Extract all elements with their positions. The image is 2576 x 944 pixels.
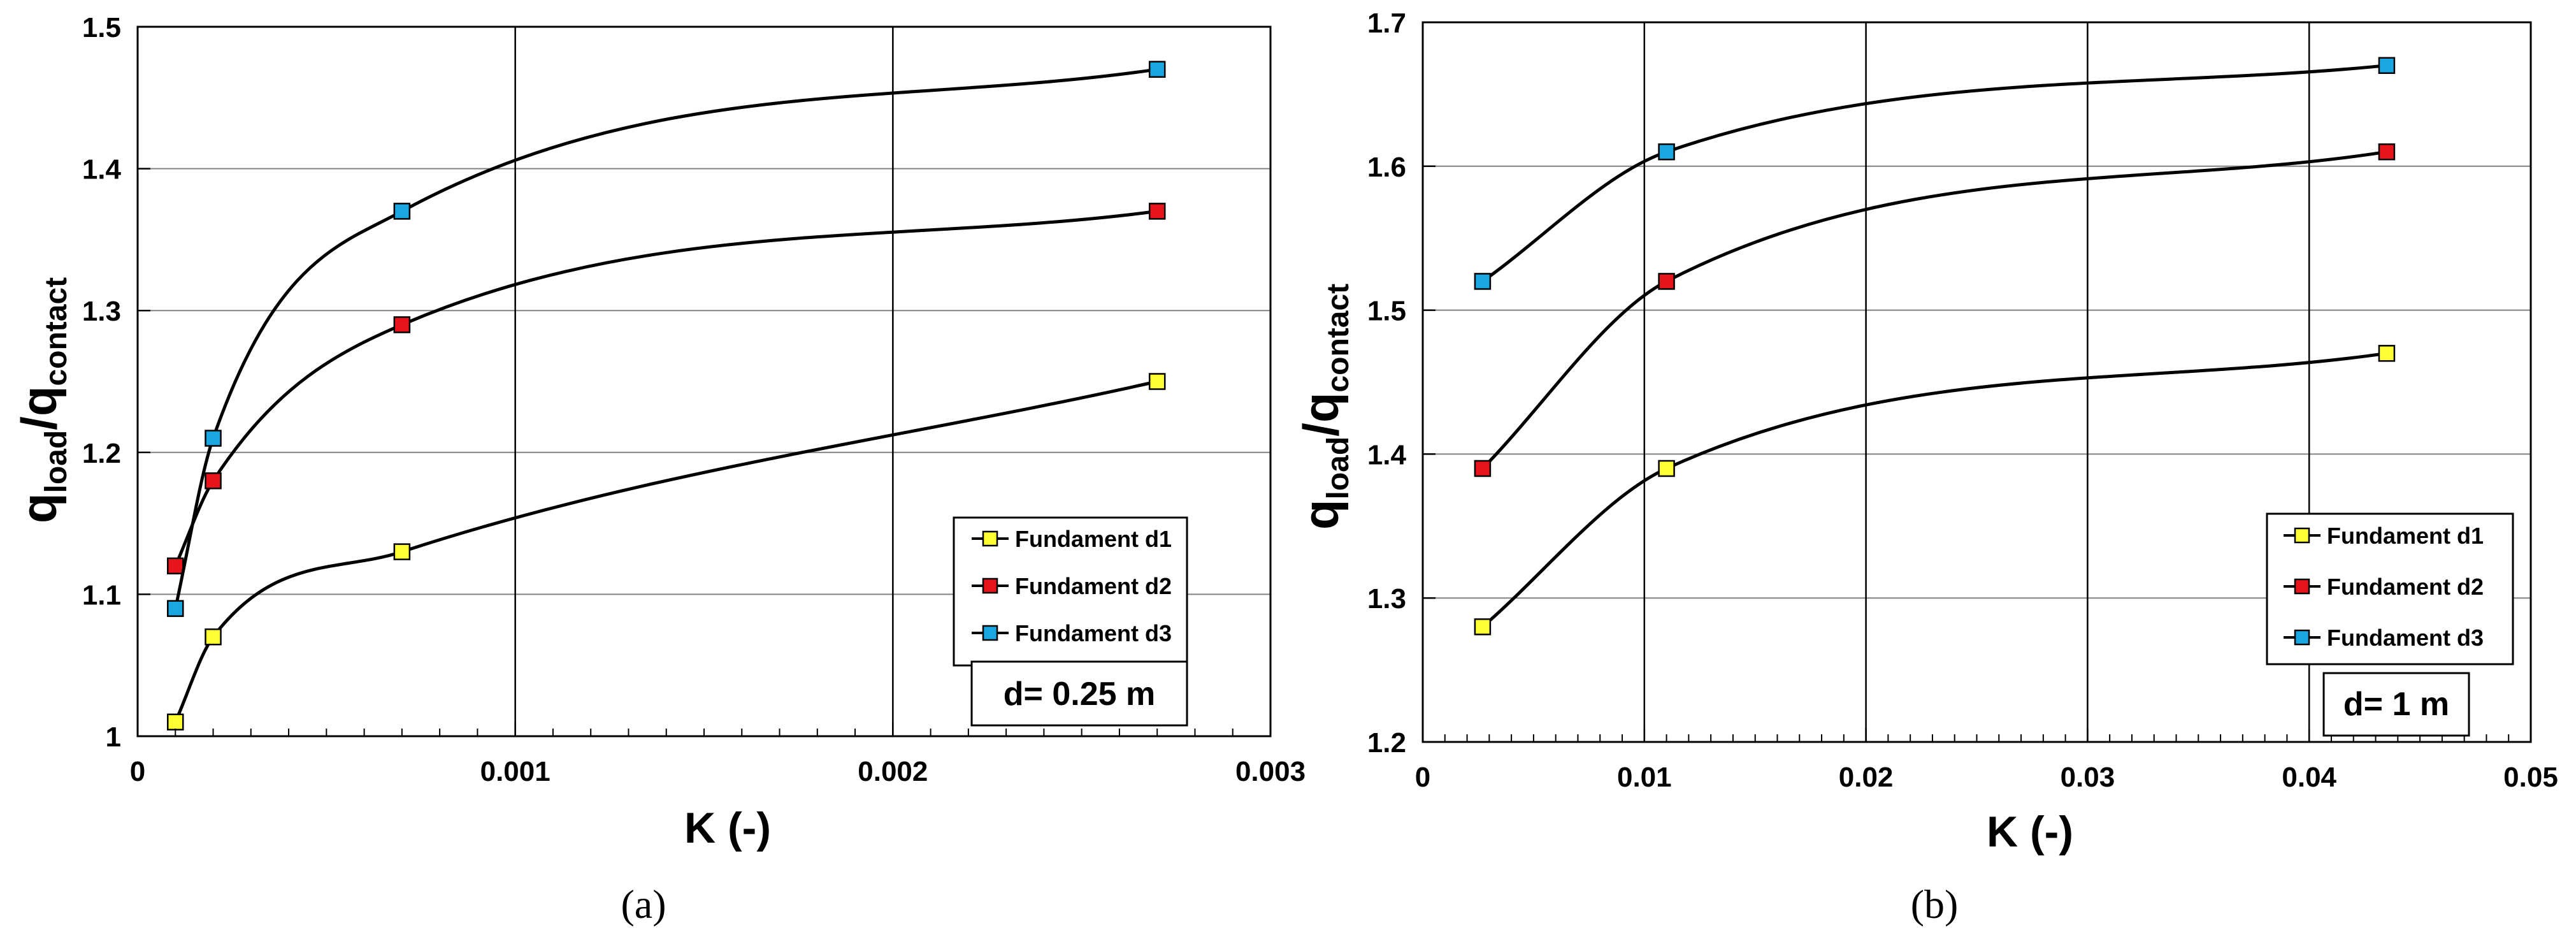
- x-tick-label: 0.001: [480, 756, 550, 787]
- data-point: [1474, 618, 1492, 635]
- x-tick-label: 0.01: [1617, 762, 1672, 793]
- y-tick-label: 1.1: [82, 579, 121, 611]
- x-axis-label-a: K (-): [684, 804, 771, 852]
- data-point: [205, 628, 222, 646]
- axes-b: 0 0.01 0.02 0.03 0.04 0.05 1.2 1.3 1.4 1.5 1.6 1.7: [1367, 8, 2558, 793]
- data-point: [205, 472, 222, 490]
- x-tick-label: 0.05: [2503, 762, 2558, 793]
- legend-label: Fundament d2: [1015, 573, 1172, 599]
- data-point: [1148, 203, 1166, 220]
- data-point: [167, 713, 184, 730]
- data-point: [1474, 460, 1492, 477]
- series-group-b: [1474, 57, 2396, 635]
- legend-marker: [982, 625, 998, 641]
- legend-marker: [2294, 629, 2310, 646]
- caption-b: (b): [1911, 882, 1959, 927]
- data-point: [1658, 143, 1675, 161]
- chart-panel-b: 0 0.01 0.02 0.03 0.04 0.051.21.31.41.51.61.7 …: [1293, 8, 2558, 927]
- annotation-text-b: d= 1 m: [2343, 686, 2449, 723]
- legend-label: Fundament d3: [1015, 620, 1172, 646]
- legend-label: Fundament d3: [2327, 625, 2484, 651]
- y-tick-label: 1: [106, 722, 121, 753]
- x-tick-label: 0.003: [1235, 756, 1306, 787]
- legend-b: Fundament d1 Fundament d2 Fundament d3: [2266, 512, 2514, 665]
- axes-a: 0 0.001 0.002 0.003 1 1.1 1.2 1.3 1.4 1.5: [82, 12, 1306, 787]
- annotation-box-b: d= 1 m: [2322, 672, 2470, 737]
- series-line: [1481, 64, 2387, 283]
- data-point: [167, 557, 184, 575]
- y-tick-label: 1.2: [82, 438, 121, 469]
- series-line: [1481, 150, 2387, 470]
- x-tick-label: 0.02: [1839, 762, 1894, 793]
- caption-a: (a): [621, 882, 666, 927]
- x-axis-label-b: K (-): [1987, 808, 2073, 856]
- data-point: [1148, 61, 1166, 78]
- legend-marker: [982, 577, 998, 594]
- data-point: [1474, 273, 1492, 290]
- y-tick-label: 1.2: [1367, 727, 1406, 759]
- y-tick-label: 1.7: [1367, 8, 1406, 39]
- data-point: [2378, 57, 2396, 74]
- annotation-text-a: d= 0.25 m: [1004, 676, 1155, 713]
- legend-label: Fundament d1: [2327, 523, 2484, 549]
- series-line: [173, 68, 1158, 609]
- y-tick-label: 1.4: [1367, 439, 1407, 470]
- x-tick-label: 0: [1415, 762, 1430, 793]
- data-point: [393, 316, 411, 333]
- data-point: [1658, 460, 1675, 477]
- x-tick-label: 0.03: [2061, 762, 2115, 793]
- y-axis-label-a: qload/qcontact: [11, 277, 73, 523]
- data-point: [393, 543, 411, 560]
- y-tick-label: 1.3: [1367, 583, 1406, 614]
- legend-label: Fundament d2: [2327, 574, 2484, 600]
- x-tick-label: 0.04: [2282, 762, 2336, 793]
- chart-panel-a: 0 0.001 0.002 0.003 1 1.1 1.2 1.3 1.4 1.5 K (-) q…: [11, 12, 1306, 927]
- series-line: [1481, 351, 2387, 628]
- data-point: [167, 600, 184, 617]
- legend-marker: [982, 530, 998, 547]
- y-tick-label: 1.3: [82, 296, 121, 327]
- data-point: [2378, 143, 2396, 161]
- data-point: [1658, 273, 1675, 290]
- y-axis-label-b: qload/qcontact: [1293, 284, 1355, 530]
- legend-a: Fundament d1 Fundament d2 Fundament d3: [953, 516, 1188, 667]
- y-tick-label: 1.6: [1367, 152, 1406, 183]
- data-point: [1148, 373, 1166, 390]
- y-tick-label: 1.4: [82, 154, 122, 185]
- y-tick-label: 1.5: [1367, 296, 1406, 327]
- x-tick-label: 0: [130, 756, 145, 787]
- y-tick-label: 1.5: [82, 12, 121, 43]
- series-line: [174, 209, 1158, 567]
- legend-label: Fundament d1: [1015, 526, 1172, 552]
- series-group-a: [167, 61, 1166, 730]
- data-point: [205, 430, 222, 447]
- legend-marker: [2294, 578, 2310, 595]
- data-point: [393, 203, 411, 220]
- data-point: [2378, 345, 2396, 362]
- x-tick-label: 0.002: [858, 756, 928, 787]
- legend-marker: [2294, 527, 2310, 544]
- annotation-box-a: d= 0.25 m: [970, 660, 1188, 727]
